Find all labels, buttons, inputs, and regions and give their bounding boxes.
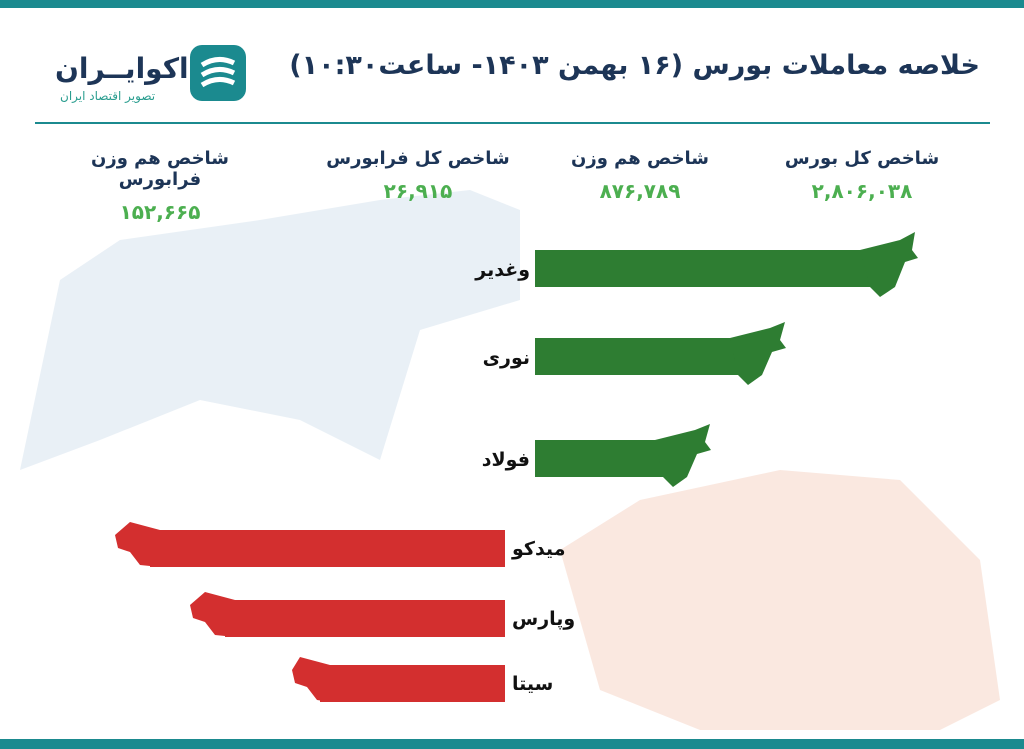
gainer-name: وغدیر: [475, 259, 530, 281]
index-label: شاخص هم وزن فرابورس: [90, 148, 230, 190]
index: شاخص هم وزن فرابورس ۱۵۲,۶۶۵: [50, 148, 270, 224]
gainer-name: نوری: [482, 347, 530, 369]
index-label: شاخص هم وزن: [570, 148, 710, 169]
loser-name: وپارس: [512, 608, 576, 630]
index: شاخص کل فرابورس ۲۶,۹۱۵: [308, 148, 528, 203]
divider: [35, 122, 990, 124]
gainer-bar: [535, 440, 670, 477]
top-bar: [0, 0, 1024, 8]
index-value: ۱۵۲,۶۶۵: [119, 200, 201, 224]
loser-bar: [320, 665, 505, 702]
index: شاخص کل بورس ۲,۸۰۶,۰۳۸: [752, 148, 972, 203]
index-label: شاخص کل بورس: [784, 148, 940, 169]
logo-icon: [190, 45, 246, 101]
index-label: شاخص کل فرابورس: [326, 148, 510, 169]
index-value: ۲,۸۰۶,۰۳۸: [811, 179, 913, 203]
gainer-bar: [535, 338, 745, 375]
loser-name: میدکو: [512, 538, 566, 560]
index: شاخص هم وزن ۸۷۶,۷۸۹: [530, 148, 750, 203]
logo-tagline: تصویر اقتصاد ایران: [60, 89, 156, 103]
index-value: ۸۷۶,۷۸۹: [599, 179, 681, 203]
loser-name: سیتا: [512, 673, 554, 695]
title: خلاصه معاملات بورس (۱۶ بهمن ۱۴۰۳- ساعت۱۰…: [289, 50, 980, 81]
gainer-bar: [535, 250, 875, 287]
loser-bar: [225, 600, 505, 637]
gainer-name: فولاد: [481, 449, 530, 471]
logo-name: اکوایــران: [55, 52, 189, 85]
loser-bar: [150, 530, 505, 567]
bottom-bar: [0, 739, 1024, 749]
index-value: ۲۶,۹۱۵: [383, 179, 453, 203]
